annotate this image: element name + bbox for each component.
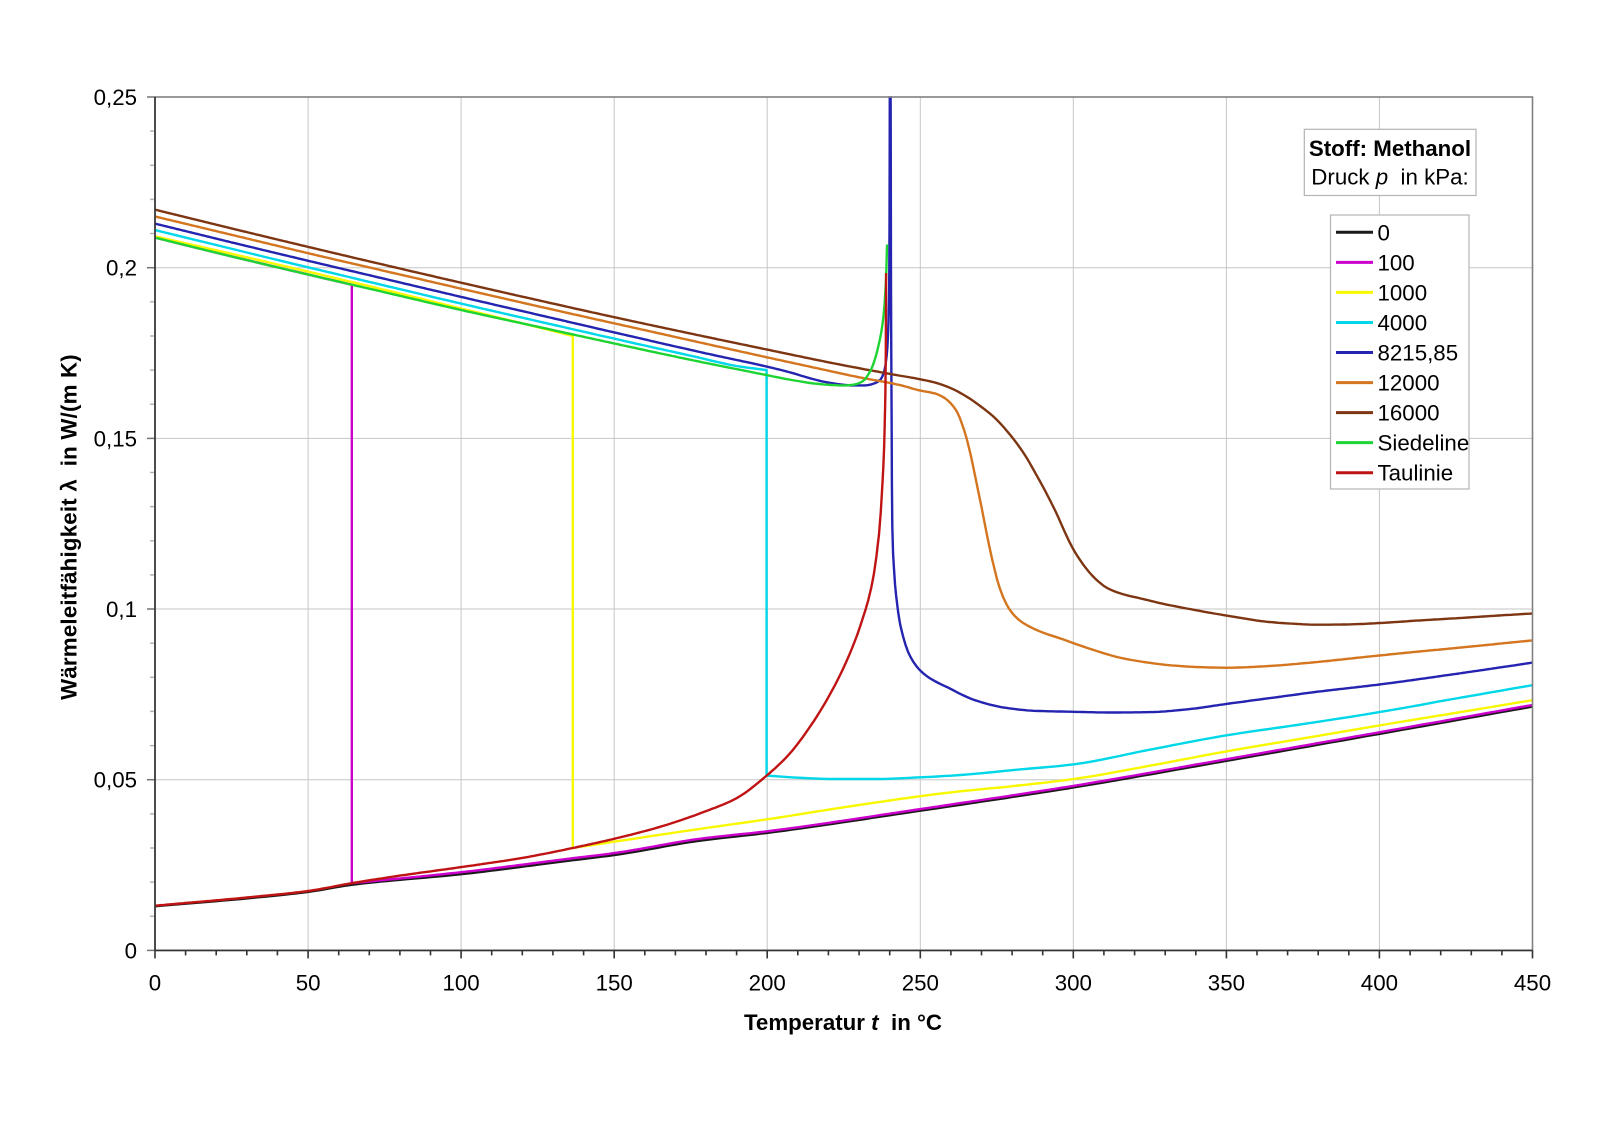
svg-text:0,05: 0,05 <box>94 768 137 793</box>
svg-text:Temperatur t in °C: Temperatur t in °C <box>744 1010 942 1035</box>
svg-text:200: 200 <box>749 971 786 996</box>
svg-text:4000: 4000 <box>1378 311 1428 336</box>
svg-text:Siedeline: Siedeline <box>1378 431 1470 456</box>
svg-text:12000: 12000 <box>1378 371 1440 396</box>
svg-text:0,1: 0,1 <box>106 597 137 622</box>
svg-text:Druck p in kPa:: Druck p in kPa: <box>1311 164 1468 189</box>
svg-text:0,2: 0,2 <box>106 256 137 281</box>
svg-text:Wärmeleitfähigkeit λ in W/(m: Wärmeleitfähigkeit λ in W/(m K) <box>57 354 82 700</box>
svg-text:Stoff: Methanol: Stoff: Methanol <box>1309 136 1471 161</box>
svg-text:300: 300 <box>1055 971 1092 996</box>
svg-text:Taulinie: Taulinie <box>1378 461 1454 486</box>
svg-text:0,15: 0,15 <box>94 426 137 451</box>
svg-text:0,25: 0,25 <box>94 85 137 110</box>
svg-text:100: 100 <box>442 971 479 996</box>
svg-text:16000: 16000 <box>1378 401 1440 426</box>
svg-text:150: 150 <box>596 971 633 996</box>
svg-text:0: 0 <box>125 938 137 963</box>
svg-text:100: 100 <box>1378 250 1415 275</box>
svg-text:450: 450 <box>1514 971 1551 996</box>
svg-text:50: 50 <box>296 971 321 996</box>
svg-text:400: 400 <box>1361 971 1398 996</box>
svg-text:0: 0 <box>149 971 161 996</box>
svg-text:0: 0 <box>1378 220 1390 245</box>
svg-text:350: 350 <box>1208 971 1245 996</box>
svg-text:8215,85: 8215,85 <box>1378 341 1459 366</box>
svg-text:250: 250 <box>902 971 939 996</box>
svg-text:1000: 1000 <box>1378 280 1428 305</box>
